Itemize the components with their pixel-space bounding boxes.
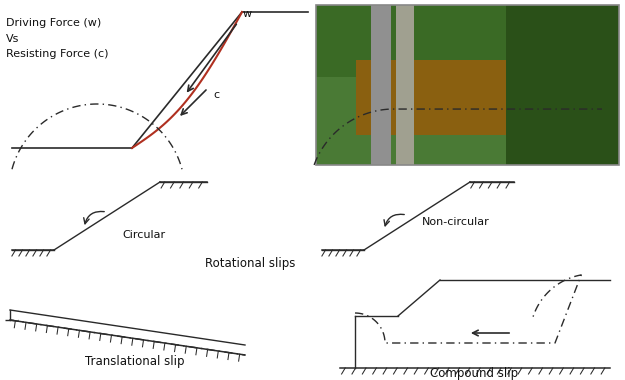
Bar: [506, 5, 619, 165]
Text: Translational slip: Translational slip: [85, 355, 184, 368]
Text: Compound slip: Compound slip: [430, 367, 518, 380]
Bar: [356, 60, 506, 135]
Bar: [316, 5, 619, 165]
Bar: [316, 5, 619, 165]
Bar: [396, 5, 414, 165]
Text: Circular: Circular: [122, 230, 165, 240]
Text: c: c: [213, 90, 219, 100]
Text: Rotational slips: Rotational slips: [205, 257, 295, 270]
Text: Driving Force (w)
Vs
Resisting Force (c): Driving Force (w) Vs Resisting Force (c): [6, 18, 109, 59]
Text: Non-circular: Non-circular: [422, 217, 490, 227]
Bar: [316, 5, 619, 77]
Text: w: w: [243, 9, 252, 19]
Bar: [371, 5, 391, 165]
